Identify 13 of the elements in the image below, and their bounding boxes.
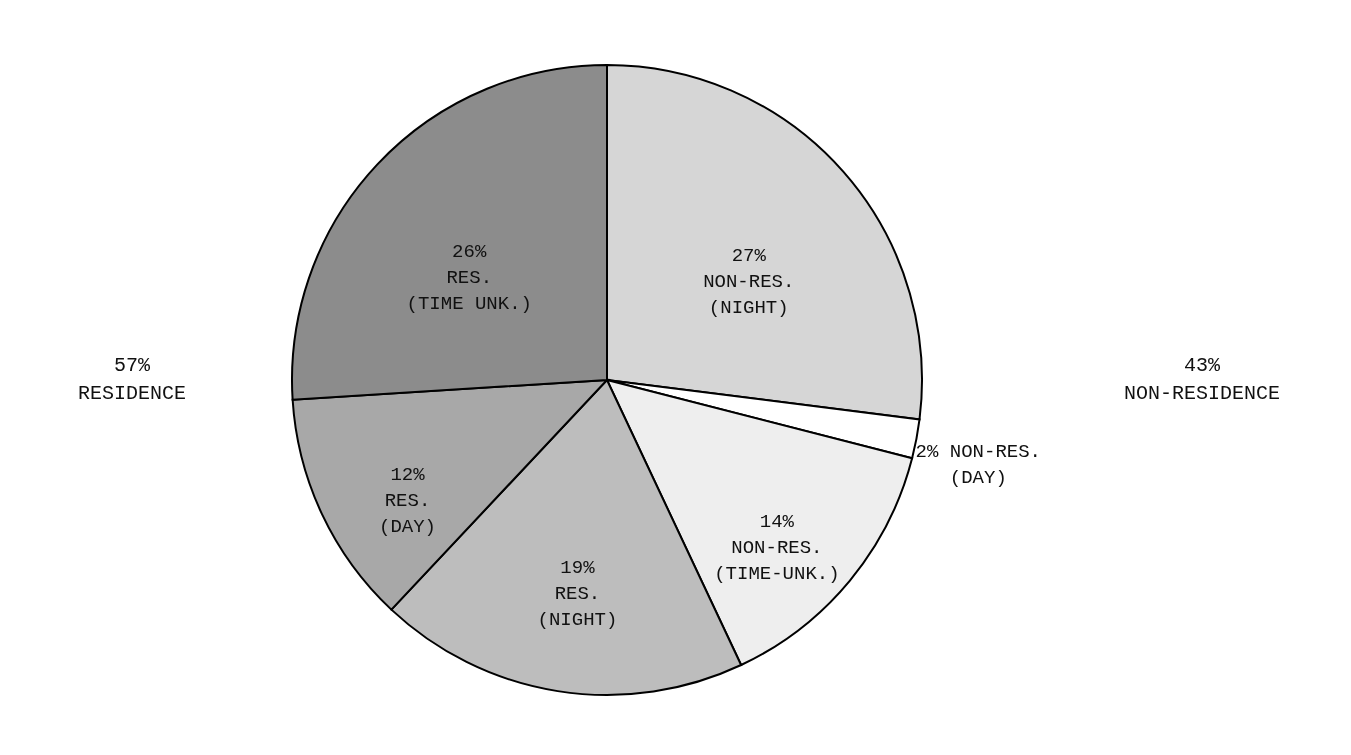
- text: 43% NON-RESIDENCE: [1123, 354, 1281, 405]
- data-label: 19%: [560, 556, 596, 579]
- text: 57% RESIDENCE: [77, 354, 187, 405]
- slice-label: NON-RES. (NIGHT): [703, 271, 795, 320]
- slice-label: RES. (DAY): [378, 489, 436, 538]
- slice-label: 2% NON-RES. (DAY): [915, 440, 1042, 489]
- slice-label: RES. (TIME UNK.): [406, 266, 532, 315]
- slice-label: RES. (NIGHT): [537, 582, 618, 631]
- data-label: 26%: [452, 240, 487, 263]
- slice-label: NON-RES. (TIME-UNK.): [714, 536, 840, 585]
- data-label: 27%: [731, 245, 767, 268]
- data-label: 12%: [390, 463, 426, 486]
- data-label: 14%: [759, 510, 795, 533]
